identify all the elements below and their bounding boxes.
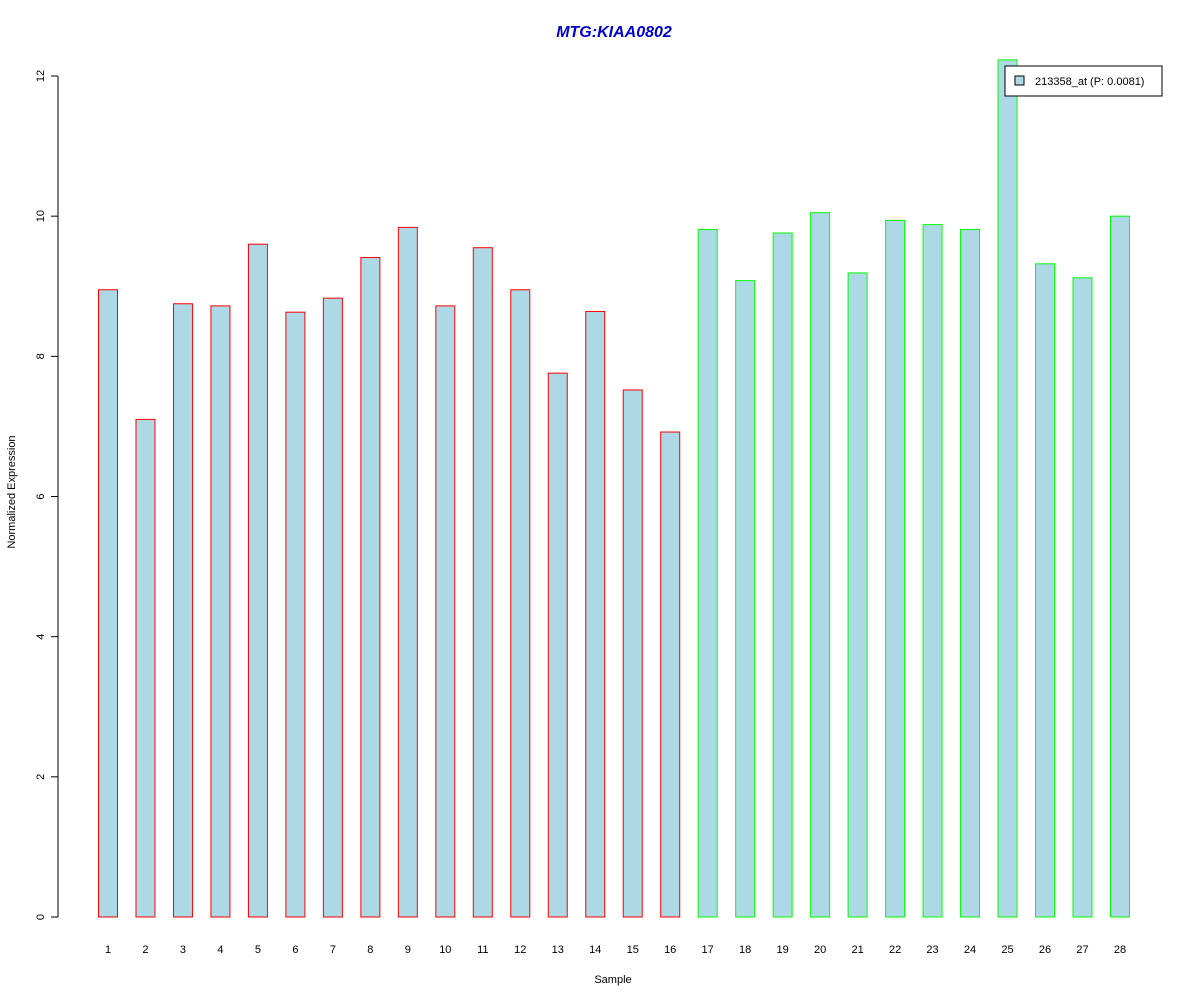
legend-label: 213358_at (P: 0.0081) — [1035, 76, 1144, 88]
bar — [697, 228, 718, 918]
bar — [210, 305, 231, 918]
bar — [847, 272, 868, 918]
bar — [322, 297, 343, 918]
bar — [435, 305, 456, 918]
bar — [1109, 215, 1130, 918]
x-tick-label: 20 — [814, 944, 826, 956]
x-tick-label: 14 — [589, 944, 601, 956]
x-tick-label: 15 — [627, 944, 639, 956]
legend: 213358_at (P: 0.0081) — [1004, 65, 1163, 97]
x-tick-label: 17 — [702, 944, 714, 956]
y-tick-label: 4 — [35, 634, 47, 640]
x-axis-label: Sample — [594, 974, 631, 986]
x-tick-label: 10 — [439, 944, 451, 956]
bar — [622, 389, 643, 918]
y-axis-label: Normalized Expression — [6, 435, 18, 548]
legend-box — [1004, 65, 1163, 97]
bar — [772, 232, 793, 918]
x-tick-label: 24 — [964, 944, 976, 956]
bar — [547, 372, 568, 918]
bar — [922, 224, 943, 918]
bar — [660, 431, 681, 918]
bar — [810, 212, 831, 918]
x-tick-label: 8 — [367, 944, 373, 956]
legend-swatch — [1014, 75, 1025, 86]
x-tick-label: 6 — [292, 944, 298, 956]
x-tick-label: 18 — [739, 944, 751, 956]
x-tick-label: 5 — [255, 944, 261, 956]
bar — [510, 289, 531, 918]
x-tick-label: 28 — [1114, 944, 1126, 956]
y-tick-label: 2 — [35, 774, 47, 780]
x-tick-label: 19 — [777, 944, 789, 956]
x-tick-label: 22 — [889, 944, 901, 956]
x-tick-label: 12 — [514, 944, 526, 956]
x-tick-label: 27 — [1076, 944, 1088, 956]
bar — [1072, 277, 1093, 918]
x-tick-label: 3 — [180, 944, 186, 956]
x-tick-label: 13 — [552, 944, 564, 956]
chart-title: MTG:KIAA0802 — [556, 24, 672, 41]
bar — [885, 219, 906, 918]
bar — [360, 257, 381, 918]
bar — [397, 226, 418, 918]
bar — [247, 243, 268, 918]
x-tick-label: 2 — [142, 944, 148, 956]
bar — [135, 418, 156, 918]
bar — [172, 303, 193, 918]
x-tick-label: 23 — [926, 944, 938, 956]
x-tick-label: 26 — [1039, 944, 1051, 956]
bar — [585, 310, 606, 918]
x-tick-labels: 1 2 3 4 5 6 7 8 9 10 11 12 13 14 15 16 17 18 19 20 21 22 23 24 2… — [105, 944, 1126, 956]
y-tick-label: 0 — [35, 914, 47, 920]
bar — [997, 59, 1018, 918]
y-tick-label: 6 — [35, 493, 47, 499]
bar — [960, 228, 981, 918]
x-tick-label: 9 — [405, 944, 411, 956]
x-tick-label: 7 — [330, 944, 336, 956]
bar — [98, 289, 118, 918]
x-tick-label: 4 — [217, 944, 223, 956]
y-tick-label: 10 — [35, 210, 47, 222]
x-tick-label: 1 — [105, 944, 111, 956]
bar — [472, 247, 493, 918]
x-tick-label: 16 — [664, 944, 676, 956]
y-tick-label: 8 — [35, 353, 47, 359]
bar — [735, 280, 756, 918]
y-tick-label: 12 — [35, 70, 47, 82]
bars-group — [98, 59, 1130, 918]
x-tick-label: 11 — [477, 944, 488, 956]
bar — [1035, 263, 1055, 918]
y-axis: 0 2 4 6 8 10 12 — [35, 70, 59, 920]
x-tick-label: 25 — [1001, 944, 1013, 956]
x-tick-label: 21 — [851, 944, 863, 956]
bar — [285, 311, 306, 918]
